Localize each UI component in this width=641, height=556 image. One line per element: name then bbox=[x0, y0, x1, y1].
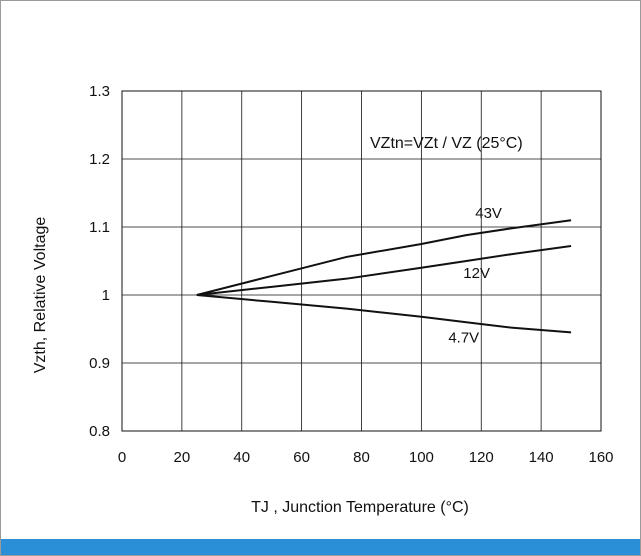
annotation-text: VZtn=VZt / VZ (25°C) bbox=[370, 135, 523, 152]
series-line-4-7v bbox=[196, 294, 572, 334]
y-tick-label: 0.8 bbox=[89, 423, 110, 440]
y-axis-title: Vzth, Relative Voltage bbox=[32, 217, 49, 374]
x-tick-labels: 0 20 40 60 80 100 120 140 160 bbox=[118, 449, 614, 466]
x-tick-label: 20 bbox=[174, 449, 191, 466]
x-tick-label: 120 bbox=[469, 449, 494, 466]
y-tick-label: 0.9 bbox=[89, 355, 110, 372]
grid bbox=[122, 91, 601, 431]
x-tick-label: 160 bbox=[588, 449, 613, 466]
x-tick-label: 80 bbox=[353, 449, 370, 466]
y-tick-labels: 1.3 1.2 1.1 1 0.9 0.8 bbox=[89, 83, 110, 440]
y-tick-label: 1.1 bbox=[89, 219, 110, 236]
y-tick-label: 1.3 bbox=[89, 83, 110, 100]
x-tick-label: 40 bbox=[233, 449, 250, 466]
series-label: 4.7V bbox=[448, 330, 479, 347]
series-line-43v bbox=[196, 219, 572, 296]
series-layer: 43V 12V 4.7V bbox=[196, 205, 572, 347]
x-axis-title: TJ , Junction Temperature (°C) bbox=[251, 499, 469, 516]
y-tick-label: 1.2 bbox=[89, 151, 110, 168]
x-tick-label: 0 bbox=[118, 449, 126, 466]
x-tick-label: 100 bbox=[409, 449, 434, 466]
series-line-12v bbox=[196, 245, 572, 296]
y-tick-label: 1 bbox=[102, 287, 110, 304]
series-label: 12V bbox=[463, 265, 490, 282]
x-tick-label: 60 bbox=[293, 449, 310, 466]
plot-border bbox=[121, 90, 602, 432]
x-tick-label: 140 bbox=[529, 449, 554, 466]
bottom-accent-bar bbox=[1, 539, 640, 555]
series-label: 43V bbox=[475, 205, 502, 222]
